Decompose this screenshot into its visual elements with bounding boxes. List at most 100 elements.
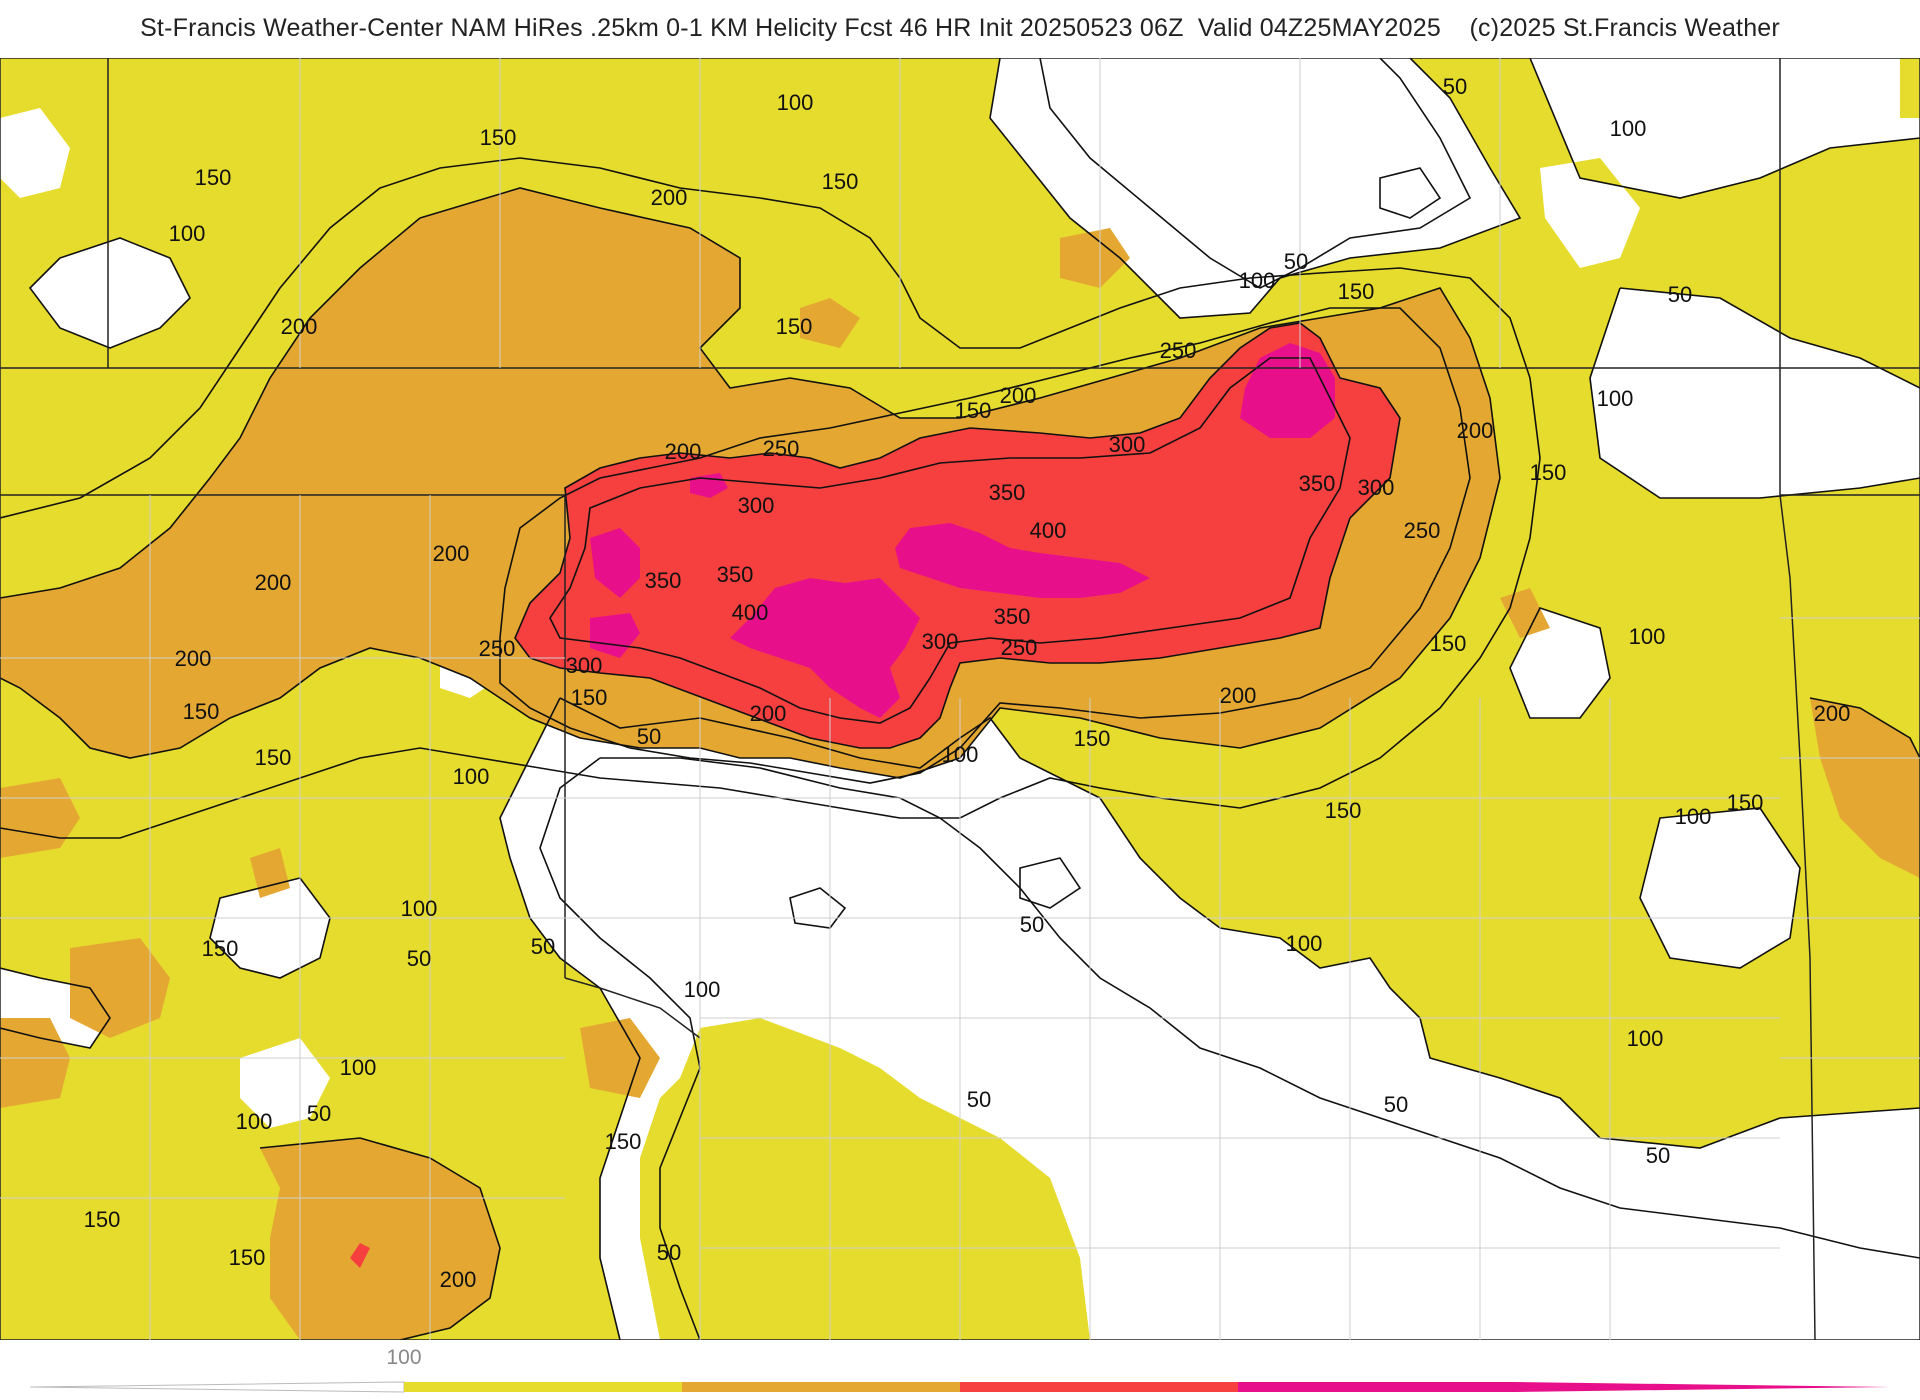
contour-small-7 <box>1019 857 1082 909</box>
contour-100-ne <box>1529 58 1920 199</box>
contour-label-100: 100 <box>942 742 979 767</box>
contour-label-350: 350 <box>994 604 1031 629</box>
contour-label-200: 200 <box>440 1267 477 1292</box>
contour-label-150: 150 <box>1074 726 1111 751</box>
contour-label-200: 200 <box>175 646 212 671</box>
contour-50-south <box>600 757 1920 1259</box>
contour-label-300: 300 <box>738 493 775 518</box>
contour-label-200: 200 <box>651 185 688 210</box>
legend-bar-400 <box>1238 1382 1516 1392</box>
contour-label-250: 250 <box>479 636 516 661</box>
contour-label-150: 150 <box>84 1207 121 1232</box>
contour-label-50: 50 <box>1284 249 1308 274</box>
contour-label-200: 200 <box>1220 683 1257 708</box>
contour-label-300: 300 <box>1109 432 1146 457</box>
contour-350 <box>549 357 1351 724</box>
contour-label-100: 100 <box>340 1055 377 1080</box>
contour-label-150: 150 <box>1530 460 1567 485</box>
contour-100-e2 <box>1509 607 1611 719</box>
contour-label-150: 150 <box>605 1129 642 1154</box>
contour-label-50: 50 <box>407 946 431 971</box>
contour-lines <box>0 58 1920 1340</box>
contour-label-50: 50 <box>657 1240 681 1265</box>
contour-label-350: 350 <box>989 480 1026 505</box>
contour-small-1 <box>0 967 111 1049</box>
contour-label-100: 100 <box>1627 1026 1664 1051</box>
contour-label-150: 150 <box>183 699 220 724</box>
contour-label-150: 150 <box>571 685 608 710</box>
contour-label-200: 200 <box>255 570 292 595</box>
contour-label-100: 100 <box>1675 804 1712 829</box>
contour-label-200: 200 <box>281 314 318 339</box>
contour-label-200: 200 <box>665 439 702 464</box>
contour-label-150: 150 <box>480 125 517 150</box>
contour-label-100: 100 <box>1597 386 1634 411</box>
contour-small-4 <box>259 1137 501 1340</box>
contour-small-8 <box>1379 167 1442 219</box>
helicity-band-400 <box>590 343 1335 718</box>
contour-label-250: 250 <box>1160 338 1197 363</box>
contour-label-400: 400 <box>1030 518 1067 543</box>
legend-tick-label: 100 <box>386 1346 421 1369</box>
contour-250 <box>499 307 1471 784</box>
contour-label-100: 100 <box>684 977 721 1002</box>
contour-label-50: 50 <box>1646 1143 1670 1168</box>
contour-label-200: 200 <box>433 541 470 566</box>
contour-label-200: 200 <box>1457 418 1494 443</box>
contour-label-150: 150 <box>229 1245 266 1270</box>
contour-small-5 <box>1809 697 1920 759</box>
contour-label-100: 100 <box>1286 931 1323 956</box>
contour-label-150: 150 <box>955 398 992 423</box>
contour-label-50: 50 <box>307 1101 331 1126</box>
contour-label-200: 200 <box>1000 383 1037 408</box>
contour-label-150: 150 <box>1325 798 1362 823</box>
contour-label-50: 50 <box>1384 1092 1408 1117</box>
contour-label-50: 50 <box>1020 912 1044 937</box>
contour-label-350: 350 <box>1299 471 1336 496</box>
contour-label-50: 50 <box>531 934 555 959</box>
contour-label-100: 100 <box>401 896 438 921</box>
contour-label-200: 200 <box>750 701 787 726</box>
legend-bar-100 <box>404 1382 682 1392</box>
contour-label-200: 200 <box>1814 701 1851 726</box>
contour-50-west <box>539 757 701 1340</box>
contour-label-300: 300 <box>1358 475 1395 500</box>
contour-label-100: 100 <box>1629 624 1666 649</box>
contour-300 <box>514 322 1401 749</box>
legend-left-arrow <box>29 1381 405 1393</box>
contour-label-150: 150 <box>1430 631 1467 656</box>
contour-label-50: 50 <box>1668 282 1692 307</box>
legend-bars <box>404 1382 1516 1392</box>
contour-label-100: 100 <box>777 90 814 115</box>
map-title: St-Francis Weather-Center NAM HiRes .25k… <box>140 14 1780 42</box>
contour-label-250: 250 <box>1001 635 1038 660</box>
contour-label-150: 150 <box>776 314 813 339</box>
contour-label-150: 150 <box>1338 279 1375 304</box>
contour-label-250: 250 <box>763 436 800 461</box>
contour-label-150: 150 <box>822 169 859 194</box>
contour-label-100: 100 <box>1610 116 1647 141</box>
helicity-map: 100 50 100 150 150 150 200 100 50 100 150 50 200 150 2… <box>0 58 1920 1340</box>
contour-label-300: 300 <box>566 653 603 678</box>
contour-label-100: 100 <box>1239 268 1276 293</box>
contour-150-a <box>0 157 1541 839</box>
contour-label-100: 100 <box>236 1109 273 1134</box>
state-borders <box>0 58 1920 1340</box>
helicity-band-200 <box>0 188 1920 1340</box>
contour-label-50: 50 <box>967 1087 991 1112</box>
contour-labels: 100 50 100 150 150 150 200 100 50 100 150 50 200 150 2… <box>84 74 1851 1292</box>
legend-bar-200 <box>682 1382 960 1392</box>
contour-100-west <box>499 697 641 1340</box>
contour-label-150: 150 <box>255 745 292 770</box>
contour-label-150: 150 <box>1727 790 1764 815</box>
contour-label-50: 50 <box>1443 74 1467 99</box>
contour-label-50: 50 <box>637 724 661 749</box>
legend-bar-300 <box>960 1382 1238 1392</box>
contour-label-250: 250 <box>1404 518 1441 543</box>
legend-right-arrow <box>1516 1382 1890 1392</box>
contour-label-400: 400 <box>732 600 769 625</box>
contour-200-north <box>0 217 421 599</box>
contour-label-100: 100 <box>453 764 490 789</box>
contour-100-north <box>989 58 1522 319</box>
contour-label-150: 150 <box>195 165 232 190</box>
